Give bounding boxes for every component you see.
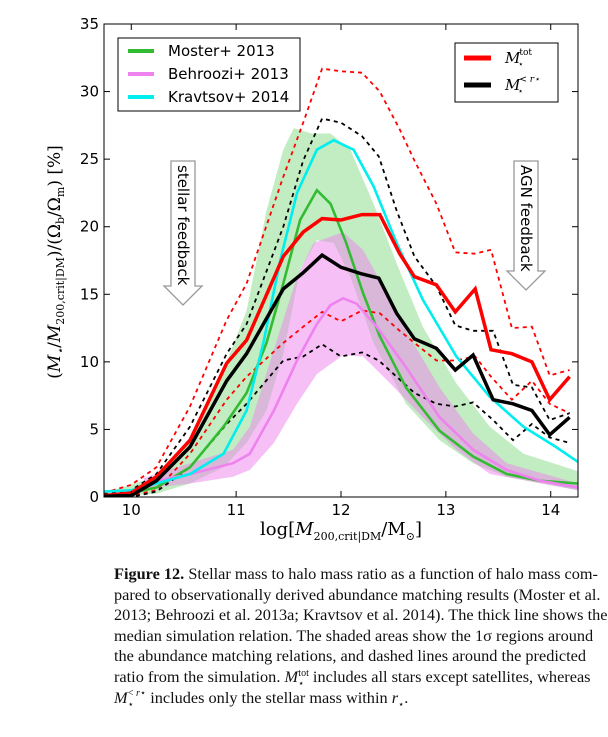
caption-line: Stellar mass to halo mass ratio as a fun…: [184, 564, 598, 583]
stellar-feedback-label: stellar feedback: [174, 165, 192, 286]
x-tick-label: 12: [331, 501, 350, 519]
line-kravtsov-2014: [104, 138, 578, 493]
down-arrow-icon: [162, 160, 204, 306]
figure-caption: Figure 12. Stellar mass to halo mass rat…: [114, 564, 608, 710]
stellar-feedback-arrow: stellar feedback: [162, 160, 204, 306]
caption-line: median simulation relation. The shaded a…: [114, 625, 594, 645]
dashed-line-mtot-lower: [104, 309, 570, 497]
caption-line: ratio from the simulation. M⋆tot include…: [114, 666, 591, 690]
agn-feedback-label: AGN feedback: [517, 165, 535, 272]
chart: 10 11 12 13 14 0 5 10 15 20 25 30 35 (M⋆/M200,crit|D…: [45, 15, 579, 544]
line-behroozi-2013: [143, 296, 578, 489]
y-tick-label: 25: [80, 150, 99, 168]
legend-label-kravtsov: Kravtsov+ 2014: [168, 88, 289, 106]
y-tick-label: 20: [80, 218, 99, 236]
legend-label-behroozi: Behroozi+ 2013: [168, 65, 289, 83]
y-tick-label: 30: [80, 83, 99, 101]
y-tick-label: 0: [89, 488, 99, 506]
x-tick-label: 13: [436, 501, 455, 519]
caption-line: M⋆< r⋆ includes only the stellar mass wi…: [114, 687, 409, 710]
legend-references: Moster+ 2013 Behroozi+ 2013 Kravtsov+ 20…: [117, 37, 301, 112]
x-tick-label: 10: [122, 501, 141, 519]
y-tick-label: 35: [80, 15, 99, 33]
caption-line: the abundance matching relations, and da…: [114, 646, 586, 666]
x-tick-label: 11: [227, 501, 246, 519]
band-behroozi-2013: [143, 232, 578, 491]
dashed-line-mrstar-upper: [104, 117, 570, 496]
y-tick-label: 5: [89, 420, 99, 438]
agn-feedback-arrow: AGN feedback: [505, 160, 547, 291]
down-arrow-icon: [505, 160, 547, 291]
line-mtot: [104, 212, 571, 497]
y-axis-label: (M⋆/M200,crit|DM)/(Ωb/Ωm) [%]: [45, 145, 68, 379]
caption-line: 2013; Behroozi et al. 2013a; Kravtsov et…: [114, 605, 608, 625]
y-tick-label: 10: [80, 353, 99, 371]
caption-line: pared to observationally derived abundan…: [114, 584, 601, 604]
x-tick-label: 14: [541, 501, 560, 519]
legend-label-moster: Moster+ 2013: [168, 42, 275, 60]
line-mrstar: [104, 252, 571, 497]
line-moster-2013: [104, 188, 578, 497]
caption-label: Figure 12.: [114, 564, 185, 583]
dashed-line-mtot-upper: [104, 67, 570, 494]
y-tick-label: 15: [80, 285, 99, 303]
x-axis-label: log[M200,crit|DM/M⊙]: [260, 519, 422, 544]
legend-simulation: Mtot ⋆ M< r⋆ ⋆: [454, 42, 559, 103]
